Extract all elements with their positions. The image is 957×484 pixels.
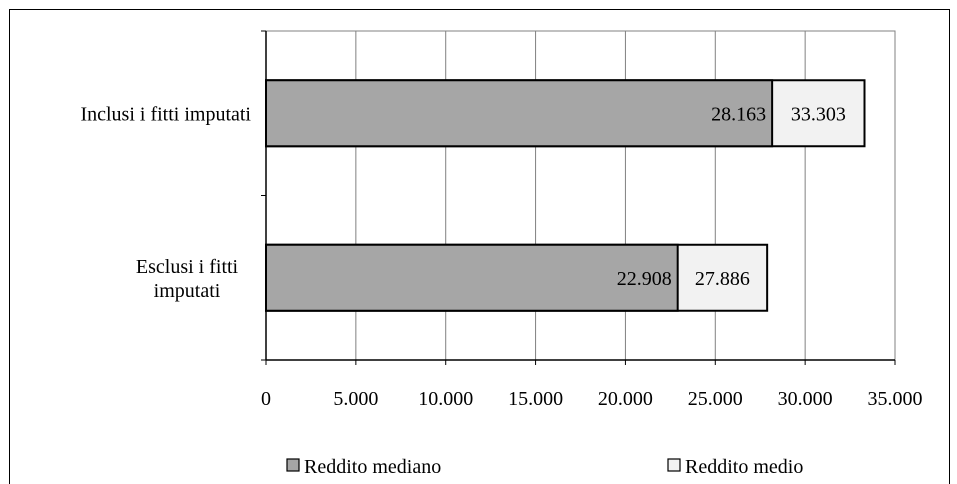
legend-label: Reddito medio [685, 456, 803, 478]
chart-frame [9, 9, 950, 484]
x-tick-label: 10.000 [418, 388, 473, 410]
data-label-medio: 33.303 [791, 103, 846, 125]
x-tick-label: 0 [261, 388, 271, 410]
x-tick-label: 20.000 [598, 388, 653, 410]
data-label-mediano: 28.163 [711, 103, 766, 125]
x-tick-label: 35.000 [868, 388, 923, 410]
bar-reddito-mediano [265, 79, 774, 148]
legend-swatch [286, 458, 300, 472]
data-label-medio: 27.886 [695, 268, 750, 290]
category-label: Inclusi i fitti imputati [80, 103, 251, 125]
category-label: imputati [154, 280, 221, 302]
data-label-mediano: 22.908 [617, 268, 672, 290]
x-tick-label: 5.000 [333, 388, 378, 410]
x-tick-label: 30.000 [778, 388, 833, 410]
bar-reddito-mediano [265, 243, 679, 312]
x-tick-label: 15.000 [508, 388, 563, 410]
legend: Reddito mediano Reddito medio [286, 456, 803, 478]
x-tick-label: 25.000 [688, 388, 743, 410]
category-label: Esclusi i fitti [136, 256, 239, 278]
legend-swatch [667, 458, 681, 472]
legend-label: Reddito mediano [304, 456, 441, 478]
